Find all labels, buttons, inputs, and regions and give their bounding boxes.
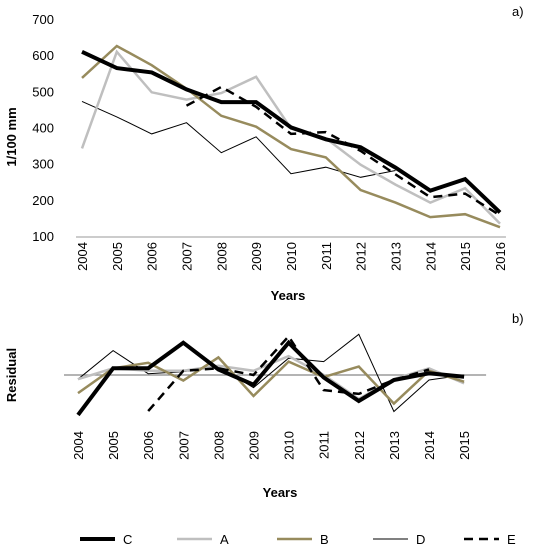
- x-tick-label-b: 2009: [247, 431, 262, 460]
- x-tick-label-a: 2009: [249, 242, 264, 271]
- x-tick-label-a: 2007: [179, 242, 194, 271]
- legend-label-a: A: [220, 532, 229, 547]
- x-tick-label-a: 2008: [214, 242, 229, 271]
- x-tick-label-b: 2006: [141, 431, 156, 460]
- series-lines-b: [76, 333, 465, 417]
- series-line-e-b: [147, 334, 430, 412]
- x-tick-label-b: 2007: [176, 431, 191, 460]
- x-tick-label-b: 2008: [211, 431, 226, 460]
- x-tick-label-b: 2010: [282, 431, 297, 460]
- x-tick-label-b: 2005: [106, 431, 121, 460]
- x-axis-title-a: Years: [271, 288, 306, 303]
- x-tick-label-b: 2014: [422, 431, 437, 460]
- x-tick-labels-a: 2004 2005 2006 2007 2008 2009 2010 2011 2012 2013…: [75, 242, 508, 271]
- x-tick-label-a: 2015: [458, 242, 473, 271]
- y-tick-label-a: 200: [32, 193, 54, 208]
- y-tick-label-a: 600: [32, 48, 54, 63]
- series-line-d-a: [81, 100, 396, 178]
- x-tick-label-a: 2005: [110, 242, 125, 271]
- panel-b-label: b): [512, 311, 524, 326]
- y-axis-title-a: 1/100 mm: [4, 107, 19, 166]
- x-tick-label-a: 2011: [319, 242, 334, 270]
- series-line-b-b: [77, 355, 465, 406]
- series-lines-a: [80, 44, 502, 229]
- x-tick-labels-b: 2004 2005 2006 2007 2008 2009 2010 2011 2012 2013…: [71, 431, 472, 460]
- y-tick-label-a: 700: [32, 12, 54, 27]
- x-tick-label-b: 2015: [457, 431, 472, 460]
- y-tick-label-a: 300: [32, 157, 54, 172]
- series-line-c-b: [76, 339, 465, 417]
- series-line-c-a: [81, 49, 502, 214]
- x-tick-label-a: 2016: [493, 242, 508, 271]
- x-tick-label-b: 2013: [387, 431, 402, 460]
- x-tick-label-a: 2006: [145, 242, 160, 271]
- series-line-b-a: [81, 44, 501, 229]
- x-tick-label-a: 2012: [354, 242, 369, 271]
- legend-label-c: C: [123, 532, 132, 547]
- x-tick-label-a: 2014: [423, 242, 438, 271]
- y-tick-label-a: 500: [32, 84, 54, 99]
- x-tick-label-b: 2012: [352, 431, 367, 460]
- x-tick-label-a: 2010: [284, 242, 299, 271]
- y-tick-labels-a: 100 200 300 400 500 600 700: [32, 12, 54, 244]
- legend-label-b: B: [320, 532, 329, 547]
- x-tick-label-b: 2011: [317, 431, 332, 459]
- y-tick-label-a: 400: [32, 121, 54, 136]
- panel-b: b) Residual Years 2004 2005 2006 2007 2008 20…: [4, 311, 524, 500]
- y-tick-label-a: 100: [32, 229, 54, 244]
- x-tick-label-a: 2013: [388, 242, 403, 271]
- legend-label-d: D: [416, 532, 425, 547]
- x-tick-label-a: 2004: [75, 242, 90, 271]
- y-axis-title-b: Residual: [4, 348, 19, 402]
- panel-a: a) 1/100 mm Years 100200300400500600700 …: [4, 4, 524, 303]
- x-tick-label-b: 2004: [71, 431, 86, 460]
- panel-a-label: a): [512, 4, 524, 19]
- series-line-d-b: [77, 333, 465, 413]
- legend-label-e: E: [507, 532, 516, 547]
- series-line-a-a: [80, 49, 501, 225]
- x-axis-title-b: Years: [263, 485, 298, 500]
